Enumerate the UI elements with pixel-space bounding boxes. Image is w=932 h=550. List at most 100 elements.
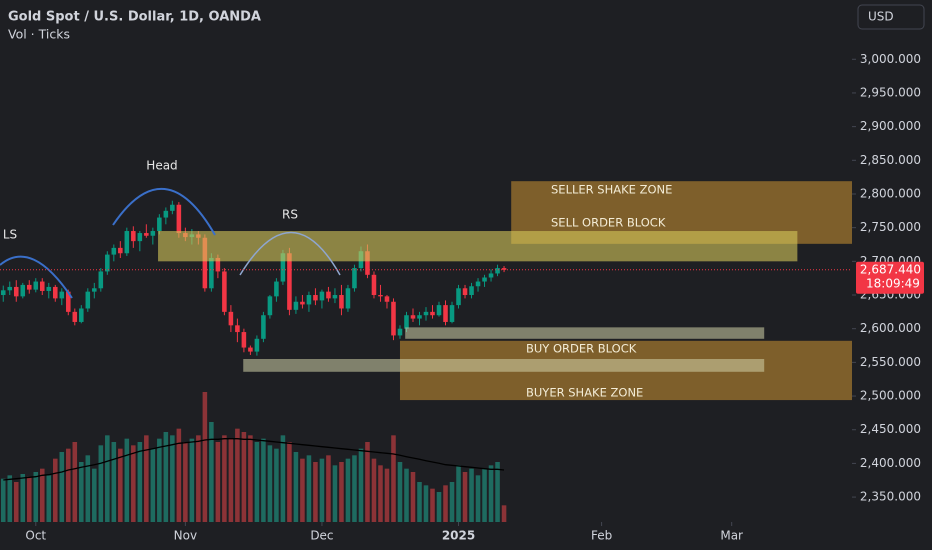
candle-body xyxy=(235,325,240,333)
volume-bar xyxy=(79,462,84,522)
volume-bar xyxy=(332,465,338,522)
candle-body xyxy=(280,253,286,282)
volume-bar xyxy=(326,455,331,522)
y-tick-label: 2,350.000 xyxy=(860,490,921,504)
candle-body xyxy=(397,328,403,336)
currency-label[interactable]: USD xyxy=(868,10,894,24)
candle-layer xyxy=(0,200,507,356)
x-tick-label: Dec xyxy=(310,529,333,543)
candle-body xyxy=(345,288,351,309)
candle-body xyxy=(495,268,500,274)
volume-bar xyxy=(365,442,370,522)
currency-button[interactable] xyxy=(857,4,925,30)
candle-body xyxy=(326,291,331,299)
volume-bar xyxy=(495,462,500,522)
candle-body xyxy=(26,284,32,290)
candle-body xyxy=(0,290,6,296)
candle-body xyxy=(462,288,468,296)
candle-body xyxy=(98,271,104,289)
candle-body xyxy=(228,311,234,326)
candle-body xyxy=(137,233,143,242)
candle-body xyxy=(150,231,156,236)
candle-body xyxy=(66,291,71,312)
chart-title: Gold Spot / U.S. Dollar, 1D, OANDA xyxy=(8,10,261,25)
volume-bar xyxy=(410,472,416,522)
volume-bar xyxy=(7,475,13,522)
volume-bar xyxy=(241,432,247,522)
volume-bar xyxy=(248,435,253,522)
volume-bar xyxy=(417,482,422,522)
volume-bar xyxy=(124,438,130,522)
volume-bar xyxy=(92,468,97,522)
volume-bar xyxy=(150,448,156,522)
volume-layer xyxy=(0,392,507,522)
candle-body xyxy=(215,257,221,272)
y-tick-label: 2,600.000 xyxy=(860,321,921,335)
candle-body xyxy=(72,311,78,322)
y-tick-label: 2,450.000 xyxy=(860,422,921,436)
volume-bar xyxy=(482,468,487,522)
volume-bar xyxy=(13,482,19,522)
zone xyxy=(243,359,765,372)
volume-bar xyxy=(144,435,149,522)
axis-layer: 3,000.000 2,950.000 2,900.000 2,850.000 2,80… xyxy=(0,52,924,543)
candle-body xyxy=(488,273,494,278)
candle-body xyxy=(33,281,39,290)
volume-bar xyxy=(98,445,104,522)
candle-body xyxy=(85,291,91,309)
candle-body xyxy=(449,305,455,322)
candle-body xyxy=(111,247,117,255)
volume-bar xyxy=(274,448,279,522)
candle-body xyxy=(7,286,13,291)
candle-body xyxy=(53,286,58,299)
volume-bar xyxy=(384,468,390,522)
zone xyxy=(405,327,765,339)
volume-bar xyxy=(189,438,195,522)
volume-bar xyxy=(261,438,266,522)
candle-body xyxy=(391,301,396,336)
volume-bar xyxy=(137,442,143,522)
volume-bar xyxy=(352,455,357,522)
volume-bar xyxy=(358,448,364,522)
volume-bar xyxy=(293,452,299,522)
candle-body xyxy=(222,271,227,312)
volume-bar xyxy=(72,442,78,522)
volume-bar xyxy=(118,448,123,522)
y-tick-label: 2,900.000 xyxy=(860,119,921,133)
volume-bar xyxy=(462,472,468,522)
volume-bar xyxy=(404,468,409,522)
candle-body xyxy=(157,217,162,232)
volume-bar xyxy=(313,462,318,522)
candle-body xyxy=(176,204,182,234)
volume-bar xyxy=(59,452,65,522)
volume-bar xyxy=(196,435,201,522)
y-tick-label: 2,850.000 xyxy=(860,153,921,167)
candle-body xyxy=(300,301,305,305)
y-tick-label: 2,800.000 xyxy=(860,186,921,200)
pattern-label: Head xyxy=(146,159,177,173)
volume-bar xyxy=(443,485,448,522)
volume-bar xyxy=(501,505,507,522)
volume-bar xyxy=(469,468,474,522)
candle-body xyxy=(293,301,299,310)
volume-bar xyxy=(183,442,188,522)
x-tick-label: Feb xyxy=(591,529,612,543)
candle-body xyxy=(20,284,26,297)
candle-body xyxy=(430,311,435,316)
ls-arc xyxy=(0,255,73,299)
volume-bar xyxy=(105,435,110,522)
candle-body xyxy=(306,295,312,305)
subtitle: Vol · Ticks xyxy=(8,27,70,42)
y-tick-label: 2,400.000 xyxy=(860,456,921,470)
volume-bar xyxy=(228,438,234,522)
candle-body xyxy=(274,281,279,297)
volume-bar xyxy=(111,442,117,522)
x-tick-label: Oct xyxy=(25,529,46,543)
candle-body xyxy=(39,281,45,291)
candle-body xyxy=(501,268,507,270)
candle-body xyxy=(59,291,65,299)
candle-body xyxy=(248,347,253,352)
candle-body xyxy=(163,210,169,218)
volume-bar xyxy=(222,435,227,522)
